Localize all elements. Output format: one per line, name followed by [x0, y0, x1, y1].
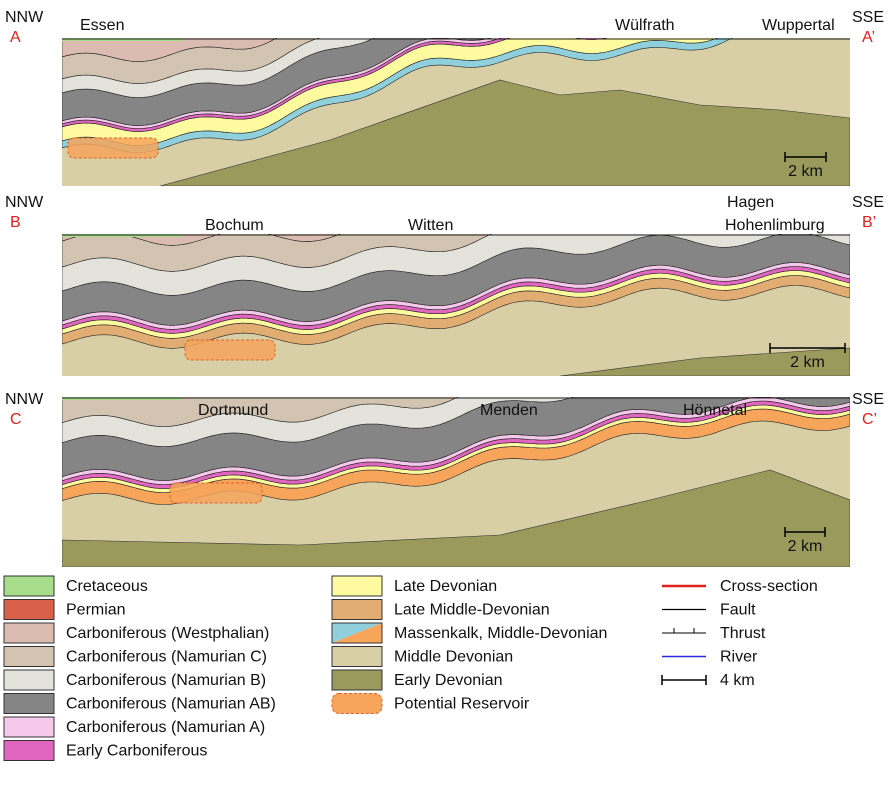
scale-label: 2 km: [788, 538, 823, 555]
legend-swatch: [3, 575, 55, 597]
early-devonian: [159, 79, 850, 186]
left-direction: NNW: [5, 391, 44, 408]
cross-section: [62, 397, 850, 567]
legend-swatch: [331, 575, 383, 597]
right-label: B’: [862, 214, 876, 231]
legend-swatch: [3, 646, 55, 667]
left-direction: NNW: [5, 194, 44, 211]
place-name: Wülfrath: [615, 17, 675, 34]
potential-reservoir: [169, 482, 263, 504]
left-direction: NNW: [5, 9, 44, 26]
legend-label: Cross-section: [720, 578, 818, 595]
legend-label: Thrust: [720, 625, 766, 642]
right-label: A’: [862, 29, 875, 46]
legend-swatch: [3, 693, 55, 714]
legend-label: Late Devonian: [394, 578, 497, 595]
right-label: C’: [862, 411, 877, 428]
place-name: Bochum: [205, 217, 264, 234]
legend-swatch: [3, 740, 55, 761]
place-name: Witten: [408, 217, 453, 234]
early-devonian: [559, 347, 850, 376]
place-name: Wuppertal: [762, 17, 835, 34]
strata-layer: [62, 38, 277, 62]
legend-swatch: [3, 669, 55, 691]
potential-reservoir: [184, 339, 276, 361]
legend-label: Permian: [66, 602, 126, 619]
labels: 2 km 2 km 2 km NNW A SSE A’ Essen Wülfrath Wupper…: [5, 9, 884, 555]
legend-label: Middle Devonian: [394, 649, 513, 666]
legend-label: Carboniferous (Namurian C): [66, 649, 267, 666]
legend-label: Carboniferous (Namurian AB): [66, 696, 276, 713]
cross-section: [62, 234, 850, 376]
right-direction: SSE: [852, 391, 884, 408]
legend-swatch: [331, 669, 383, 691]
legend-label: Potential Reservoir: [394, 696, 530, 713]
legend-label: Cretaceous: [66, 578, 148, 595]
place-name: Menden: [480, 402, 538, 419]
legend-label: 4 km: [720, 672, 755, 689]
legend-label: Carboniferous (Namurian A): [66, 719, 265, 736]
place-name: Hohenlimburg: [725, 217, 825, 234]
strata-layer: [62, 234, 341, 246]
early-devonian: [62, 469, 850, 567]
cross-section: [62, 38, 850, 186]
place-name: Hönnetal: [683, 402, 747, 419]
strata-layer: [62, 397, 459, 427]
legend-swatch: [3, 622, 55, 644]
strata-layer: [62, 38, 320, 84]
place-name: Hagen: [727, 194, 774, 211]
strata-layer: [62, 38, 375, 98]
legend-label: Carboniferous (Westphalian): [66, 625, 269, 642]
legend-label: Late Middle-Devonian: [394, 602, 550, 619]
left-label: C: [10, 411, 22, 428]
legend-label: Early Devonian: [394, 672, 503, 689]
legend-label: Fault: [720, 602, 756, 619]
legend-swatch: [3, 716, 55, 738]
left-label: A: [10, 29, 21, 46]
place-name: Dortmund: [198, 402, 268, 419]
legend-label: Massenkalk, Middle-Devonian: [394, 625, 607, 642]
scale-label: 2 km: [790, 354, 825, 371]
legend-swatch: [331, 622, 383, 644]
left-label: B: [10, 214, 21, 231]
potential-reservoir: [67, 137, 159, 159]
sections: [62, 38, 850, 567]
right-direction: SSE: [852, 9, 884, 26]
legend-swatch: [331, 599, 383, 620]
legend-swatch: [331, 646, 383, 667]
place-name: Essen: [80, 17, 124, 34]
legend-label: Early Carboniferous: [66, 743, 207, 760]
legend-swatch: [332, 623, 382, 643]
scale-label: 2 km: [788, 163, 823, 180]
legend-swatch: [3, 599, 55, 620]
legend-swatch: [331, 693, 383, 714]
legend-label: Carboniferous (Namurian B): [66, 672, 266, 689]
legend: Cretaceous Permian Carboniferous (Westphal…: [3, 575, 818, 761]
legend-label: River: [720, 649, 758, 666]
right-direction: SSE: [852, 194, 884, 211]
